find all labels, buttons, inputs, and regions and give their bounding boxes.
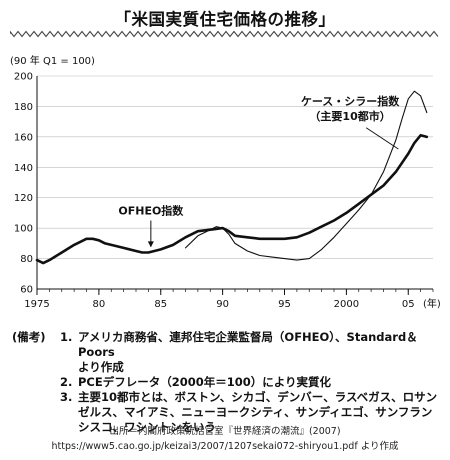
note-line: 主要10都市とは、ボストン、シカゴ、デンバー、ラスベガス、ロサン: [78, 390, 438, 404]
note-line: より作成: [78, 360, 124, 374]
chart-title: 「米国実質住宅価格の推移」: [114, 10, 336, 29]
axes: 60 80 100 120 140 160 180 200 1975 80 85 90 95 2000 05…: [14, 72, 441, 311]
x-tick-label: 85: [154, 299, 167, 310]
x-tick-label: 2000: [334, 299, 359, 310]
series-lines: [35, 90, 429, 265]
y-tick-label: 80: [20, 254, 33, 265]
note-number: 1.: [60, 330, 73, 344]
y-tick-label: 180: [14, 102, 33, 113]
x-tick-label: 90: [216, 299, 229, 310]
grid: [37, 75, 433, 290]
x-tick-label: 80: [93, 299, 106, 310]
note-3: 3. 主要10都市とは、ボストン、シカゴ、デンバー、ラスベガス、ロサン ゼルス、…: [12, 390, 442, 435]
line-chart: 60 80 100 120 140 160 180 200 1975 80 85 90 95 2000 05…: [10, 54, 441, 311]
series-line-case-shiller: [184, 90, 428, 261]
y-tick-label: 60: [20, 285, 33, 296]
x-tick-label: 05: [402, 299, 415, 310]
source-line: 出所＝内閣府政策統括官室『世界経済の潮流』(2007): [109, 426, 341, 437]
notes-head: (備考): [12, 330, 46, 344]
note-line: シスコ、ワシントンをいう: [78, 420, 216, 434]
note-text: アメリカ商務省、連邦住宅企業監督局（OFHEO）、Standard＆Poors …: [78, 330, 442, 375]
note-line: アメリカ商務省、連邦住宅企業監督局（OFHEO）、Standard＆Poors: [78, 330, 418, 359]
note-line: ゼルス、マイアミ、ニューヨークシティ、サンディエゴ、サンフラン: [78, 405, 433, 419]
note-text: 主要10都市とは、ボストン、シカゴ、デンバー、ラスベガス、ロサン ゼルス、マイア…: [78, 390, 442, 435]
notes: (備考) 1. アメリカ商務省、連邦住宅企業監督局（OFHEO）、Standar…: [12, 330, 442, 435]
note-line: PCEデフレータ（2000年＝100）により実質化: [78, 375, 332, 389]
unit-label: (90 年 Q1 = 100): [10, 54, 95, 67]
y-tick-label: 140: [14, 163, 33, 174]
wavy-divider: [10, 30, 439, 38]
series-label-case-shiller-sub: （主要10都市）: [309, 109, 390, 123]
note-number: 2.: [60, 375, 73, 389]
y-tick-label: 200: [14, 72, 33, 83]
series-label-case-shiller: ケース・シラー指数: [301, 94, 400, 108]
series-line-ofheo: [35, 134, 429, 265]
x-unit-label: (年): [423, 297, 441, 310]
note-2: 2. PCEデフレータ（2000年＝100）により実質化: [12, 375, 442, 390]
series-label-ofheo: OFHEO指数: [118, 203, 184, 217]
note-text: PCEデフレータ（2000年＝100）により実質化: [78, 375, 442, 390]
source-url: https://www5.cao.go.jp/keizai3/2007/1207…: [51, 441, 399, 452]
y-tick-label: 100: [14, 224, 33, 235]
note-number: 3.: [60, 390, 73, 404]
annotations: (90 年 Q1 = 100) OFHEO指数 ケース・シラー指数（主要10都市）: [10, 54, 400, 248]
x-tick-label: 1975: [24, 299, 49, 310]
y-tick-label: 160: [14, 132, 33, 143]
pointer-line: [365, 127, 399, 150]
note-1: (備考) 1. アメリカ商務省、連邦住宅企業監督局（OFHEO）、Standar…: [12, 330, 442, 375]
arrow-head: [147, 241, 154, 248]
x-tick-label: 95: [278, 299, 291, 310]
y-tick-label: 120: [14, 193, 33, 204]
